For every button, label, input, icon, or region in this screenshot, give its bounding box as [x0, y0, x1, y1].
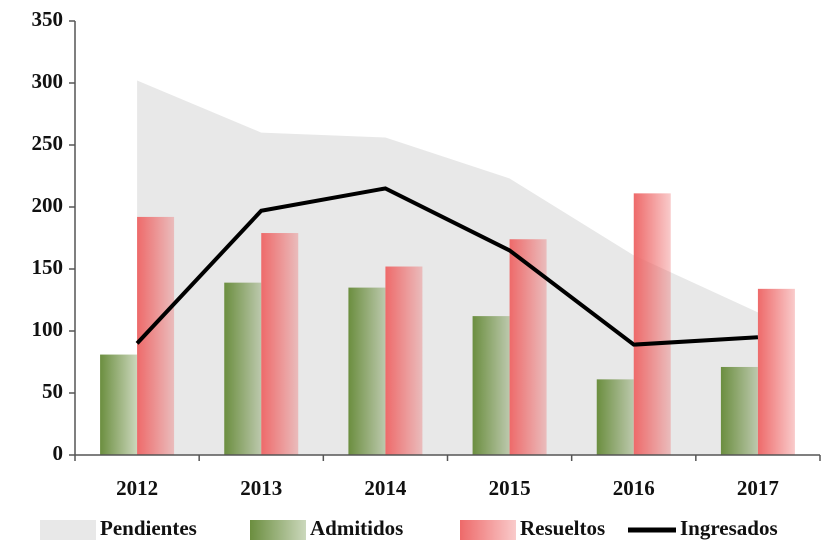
- legend-label: Pendientes: [100, 516, 197, 540]
- legend-swatch: [250, 520, 306, 540]
- y-tick-label: 0: [53, 441, 64, 465]
- bar: [261, 233, 299, 455]
- bar: [720, 366, 758, 455]
- x-tick-label: 2015: [489, 476, 531, 500]
- bar: [385, 266, 423, 455]
- bar: [633, 193, 671, 456]
- y-tick-label: 300: [32, 69, 64, 93]
- x-tick-label: 2013: [240, 476, 282, 500]
- y-tick-label: 50: [42, 379, 63, 403]
- y-tick-label: 150: [32, 255, 64, 279]
- legend-label: Ingresados: [680, 516, 778, 540]
- x-tick-label: 2012: [116, 476, 158, 500]
- legend-swatch: [40, 520, 96, 540]
- legend-label: Admitidos: [310, 516, 403, 540]
- x-tick-label: 2017: [737, 476, 779, 500]
- bar: [596, 379, 634, 455]
- bar: [472, 316, 510, 455]
- bar: [509, 239, 547, 455]
- y-tick-label: 100: [32, 317, 64, 341]
- y-tick-label: 200: [32, 193, 64, 217]
- bar: [757, 288, 795, 455]
- line: [135, 186, 759, 347]
- x-tick-label: 2016: [613, 476, 655, 500]
- bar: [100, 354, 138, 455]
- bar: [348, 287, 386, 455]
- x-tick-label: 2014: [364, 476, 407, 500]
- bar: [224, 282, 262, 455]
- y-tick-label: 350: [32, 7, 64, 31]
- y-tick-label: 250: [32, 131, 64, 155]
- legend-label: Resueltos: [520, 516, 605, 540]
- legend-swatch: [460, 520, 516, 540]
